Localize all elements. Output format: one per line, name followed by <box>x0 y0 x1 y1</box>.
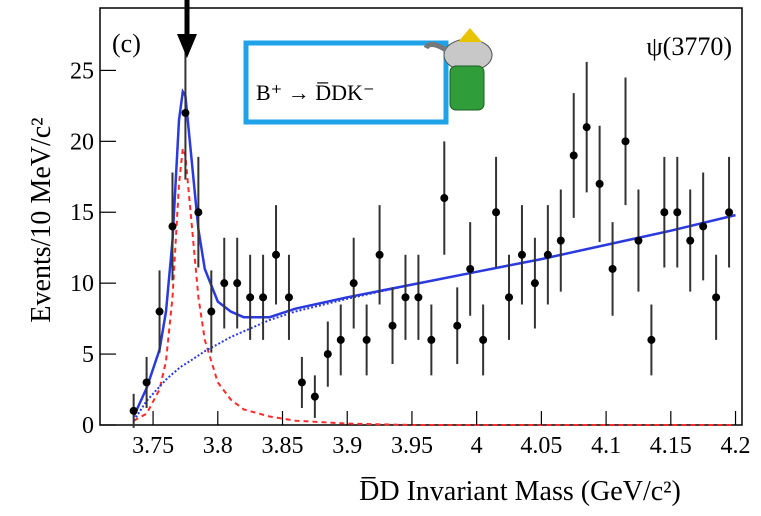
x-tick-label: 3.9 <box>332 433 362 459</box>
data-point <box>608 264 617 273</box>
elephant-icon <box>423 28 493 111</box>
data-point <box>712 293 721 302</box>
x-tick-label: 4.15 <box>650 433 692 459</box>
data-point <box>207 307 216 316</box>
x-axis-title: D̅D Invariant Mass (GeV/c²) <box>359 476 681 507</box>
data-point <box>530 279 539 288</box>
data-point <box>686 236 695 245</box>
data-point <box>517 250 526 259</box>
data-point <box>505 293 514 302</box>
data-point <box>466 264 475 273</box>
data-point <box>401 293 410 302</box>
x-tick-label: 4.2 <box>721 433 751 459</box>
resonance-label: ψ(3770) <box>646 32 732 61</box>
data-point <box>284 293 293 302</box>
fit-curves <box>132 88 736 426</box>
data-point <box>673 208 682 217</box>
data-point <box>336 335 345 344</box>
x-tick-label: 4 <box>471 433 483 459</box>
data-point <box>725 208 734 217</box>
x-tick-label: 3.85 <box>262 433 304 459</box>
decay-label: B⁺ → D̅DK⁻ <box>256 80 375 105</box>
data-points <box>129 46 734 428</box>
y-tick-label: 25 <box>70 58 94 84</box>
data-point <box>479 335 488 344</box>
data-point <box>181 108 190 117</box>
data-point <box>220 279 229 288</box>
y-tick-label: 10 <box>70 271 94 297</box>
x-tick-label: 4.05 <box>520 433 562 459</box>
x-tick-label: 4.1 <box>591 433 621 459</box>
y-tick-label: 0 <box>82 413 94 439</box>
data-point <box>310 392 319 401</box>
arrow <box>177 0 197 58</box>
panel-label: (c) <box>112 29 141 58</box>
data-point <box>647 335 656 344</box>
data-point <box>634 236 643 245</box>
data-point <box>375 250 384 259</box>
x-tick-label: 3.95 <box>391 433 433 459</box>
data-point <box>297 378 306 387</box>
data-point <box>660 208 669 217</box>
data-point <box>453 321 462 330</box>
data-point <box>569 151 578 160</box>
data-point <box>362 335 371 344</box>
data-point <box>129 406 138 415</box>
x-tick-label: 3.8 <box>203 433 233 459</box>
x-tick-label: 3.75 <box>132 433 174 459</box>
data-point <box>595 179 604 188</box>
data-point <box>582 123 591 132</box>
data-point <box>233 279 242 288</box>
data-point <box>388 321 397 330</box>
fit-curve <box>133 148 736 426</box>
y-tick-label: 5 <box>82 342 94 368</box>
data-point <box>556 236 565 245</box>
data-point <box>427 335 436 344</box>
data-point <box>323 350 332 359</box>
y-tick-label: 20 <box>70 129 94 155</box>
data-point <box>414 293 423 302</box>
data-point <box>194 208 203 217</box>
data-point <box>440 194 449 203</box>
fit-curve <box>132 88 736 418</box>
data-point <box>699 222 708 231</box>
data-point <box>543 250 552 259</box>
y-axis-title: Events/10 MeV/c² <box>26 117 57 322</box>
data-point <box>155 307 164 316</box>
data-point <box>621 137 630 146</box>
y-tick-label: 15 <box>70 200 94 226</box>
data-point <box>168 222 177 231</box>
data-point <box>142 378 151 387</box>
data-point <box>272 250 281 259</box>
decay-box <box>243 40 449 125</box>
data-point <box>349 279 358 288</box>
data-point <box>246 293 255 302</box>
data-point <box>259 293 268 302</box>
data-point <box>492 208 501 217</box>
